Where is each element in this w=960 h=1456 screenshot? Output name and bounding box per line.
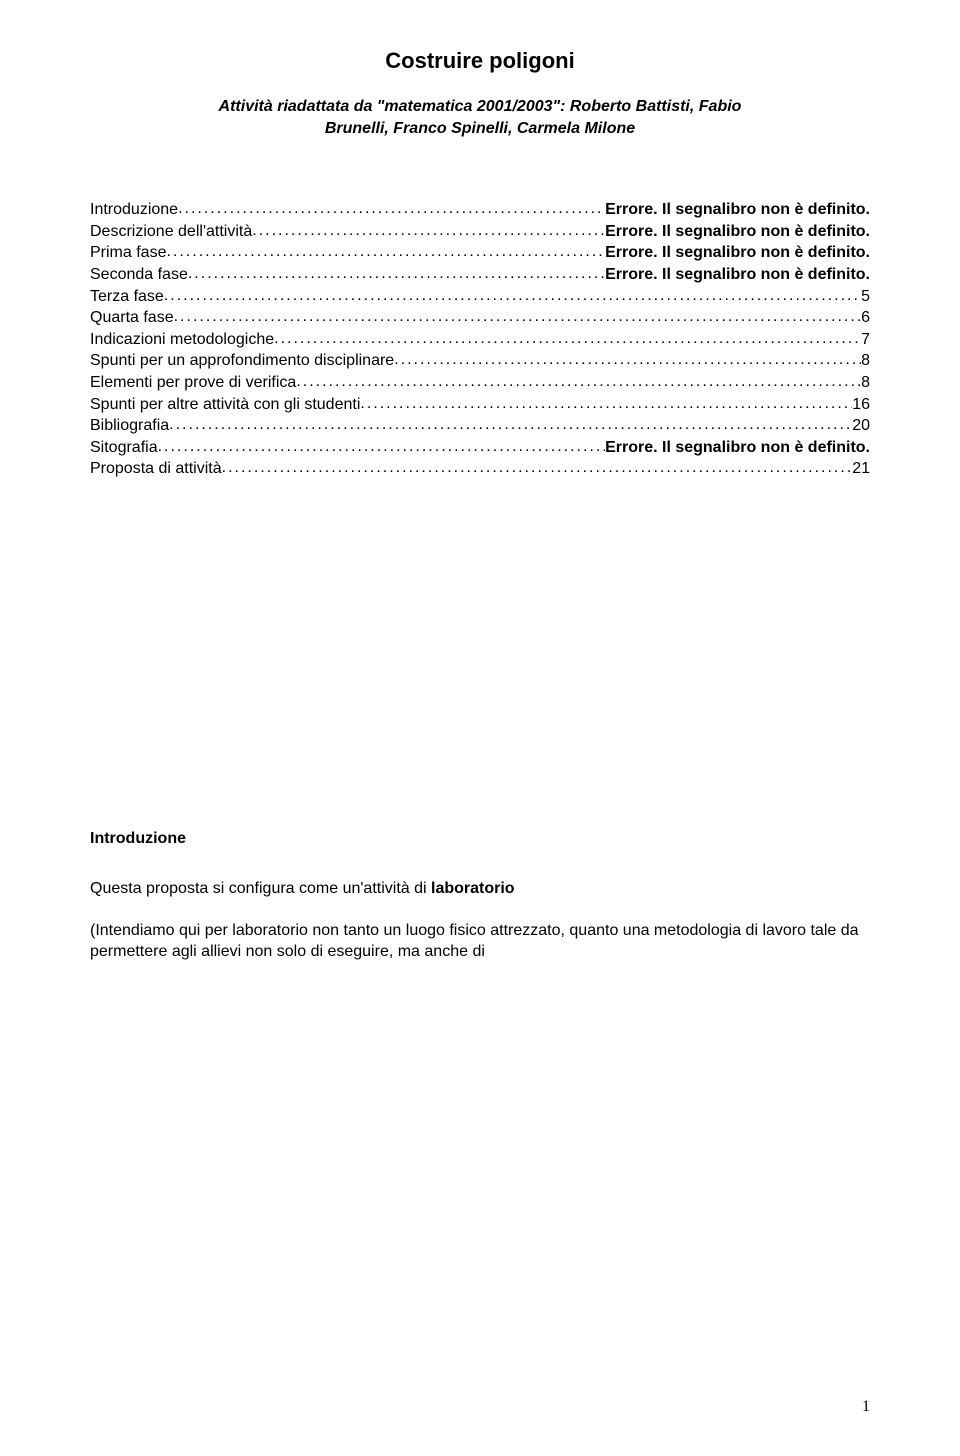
- toc-line: Prima fase Errore. Il segnalibro non è d…: [90, 242, 870, 264]
- toc-line: Sitografia Errore. Il segnalibro non è d…: [90, 437, 870, 459]
- toc-line: Indicazioni metodologiche 7: [90, 329, 870, 351]
- subtitle-line-1: Attività riadattata da "matematica 2001/…: [219, 98, 742, 115]
- toc-value: 8: [861, 350, 870, 372]
- section-heading-introduzione: Introduzione: [90, 830, 870, 848]
- toc-label: Spunti per altre attività con gli studen…: [90, 394, 360, 416]
- toc-leader-dots: [164, 285, 861, 307]
- toc-value: Errore. Il segnalibro non è definito.: [605, 199, 870, 221]
- toc-label: Proposta di attività: [90, 458, 222, 480]
- toc-label: Quarta fase: [90, 307, 174, 329]
- toc-label: Indicazioni metodologiche: [90, 329, 274, 351]
- toc-label: Sitografia: [90, 437, 158, 459]
- toc-label: Descrizione dell'attività: [90, 221, 252, 243]
- paragraph-2: (Intendiamo qui per laboratorio non tant…: [90, 920, 870, 963]
- toc-line: Elementi per prove di verifica 8: [90, 372, 870, 394]
- toc-label: Spunti per un approfondimento disciplina…: [90, 350, 394, 372]
- toc-leader-dots: [222, 457, 853, 479]
- toc-value: 16: [852, 394, 870, 416]
- toc-leader-dots: [178, 198, 605, 220]
- toc-label: Bibliografia: [90, 415, 169, 437]
- toc-value: 6: [861, 307, 870, 329]
- subtitle-line-2: Brunelli, Franco Spinelli, Carmela Milon…: [325, 120, 635, 137]
- toc-value: Errore. Il segnalibro non è definito.: [605, 437, 870, 459]
- toc-line: Proposta di attività 21: [90, 458, 870, 480]
- toc-label: Seconda fase: [90, 264, 188, 286]
- toc-value: 7: [861, 329, 870, 351]
- toc-label: Elementi per prove di verifica: [90, 372, 296, 394]
- toc-leader-dots: [394, 349, 861, 371]
- toc-line: Introduzione Errore. Il segnalibro non è…: [90, 199, 870, 221]
- toc-value: 20: [852, 415, 870, 437]
- toc-leader-dots: [296, 371, 861, 393]
- toc-label: Introduzione: [90, 199, 178, 221]
- toc-line: Spunti per altre attività con gli studen…: [90, 394, 870, 416]
- document-title: Costruire poligoni: [90, 48, 870, 74]
- toc-line: Seconda fase Errore. Il segnalibro non è…: [90, 264, 870, 286]
- toc-value: 8: [861, 372, 870, 394]
- toc-label: Prima fase: [90, 242, 166, 264]
- toc-leader-dots: [174, 306, 861, 328]
- paragraph-1: Questa proposta si configura come un'att…: [90, 878, 870, 900]
- toc-value: Errore. Il segnalibro non è definito.: [605, 242, 870, 264]
- toc-leader-dots: [169, 414, 852, 436]
- toc-leader-dots: [274, 328, 861, 350]
- toc-label: Terza fase: [90, 286, 164, 308]
- toc-line: Terza fase 5: [90, 286, 870, 308]
- toc-value: Errore. Il segnalibro non è definito.: [605, 221, 870, 243]
- toc-leader-dots: [158, 436, 605, 458]
- toc-line: Bibliografia 20: [90, 415, 870, 437]
- table-of-contents: Introduzione Errore. Il segnalibro non è…: [90, 199, 870, 480]
- toc-line: Quarta fase 6: [90, 307, 870, 329]
- paragraph-1-bold: laboratorio: [431, 880, 515, 897]
- toc-line: Spunti per un approfondimento disciplina…: [90, 350, 870, 372]
- toc-line: Descrizione dell'attività Errore. Il seg…: [90, 221, 870, 243]
- paragraph-1-text: Questa proposta si configura come un'att…: [90, 880, 431, 897]
- toc-value: 5: [861, 286, 870, 308]
- toc-leader-dots: [252, 220, 605, 242]
- toc-leader-dots: [166, 241, 605, 263]
- toc-leader-dots: [188, 263, 605, 285]
- document-subtitle: Attività riadattata da "matematica 2001/…: [90, 96, 870, 139]
- toc-value: 21: [852, 458, 870, 480]
- toc-value: Errore. Il segnalibro non è definito.: [605, 264, 870, 286]
- toc-leader-dots: [360, 393, 852, 415]
- page-number: 1: [862, 1398, 870, 1416]
